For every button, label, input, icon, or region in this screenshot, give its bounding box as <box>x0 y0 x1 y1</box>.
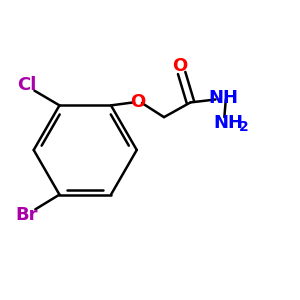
Text: Br: Br <box>15 206 38 224</box>
Text: Cl: Cl <box>17 76 37 94</box>
Text: O: O <box>172 57 188 75</box>
Text: NH: NH <box>214 114 244 132</box>
Text: 2: 2 <box>238 120 248 134</box>
Text: O: O <box>130 93 145 111</box>
Text: NH: NH <box>209 89 239 107</box>
